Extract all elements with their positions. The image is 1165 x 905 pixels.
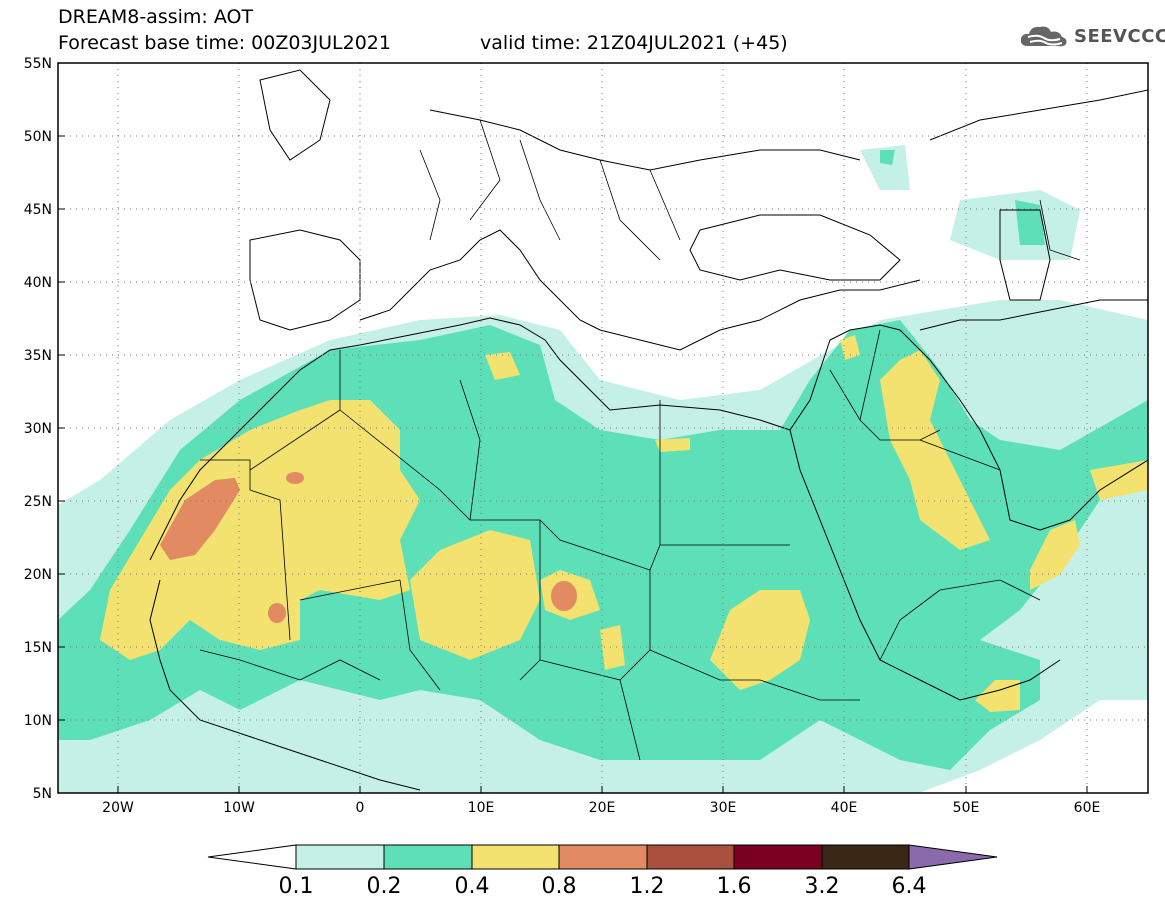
colorbar-low-arrow [207,844,297,870]
colorbar-swatch [295,844,385,870]
lon-label: 10E [468,800,495,816]
lon-label: 30E [710,800,737,816]
colorbar-swatch [383,844,473,870]
lat-label: 30N [24,421,52,437]
colorbar-label: 0.1 [279,874,314,899]
colorbar-label: 6.4 [892,874,927,899]
lon-label: 60E [1074,800,1101,816]
colorbar-label: 0.8 [542,874,577,899]
lon-label: 0 [356,800,365,816]
lat-label: 15N [24,640,52,656]
colorbar-swatch [733,844,823,870]
aot-level-0.8 [160,472,577,623]
aot-fields [58,63,1148,793]
lat-label: 40N [24,275,52,291]
lon-label: 40E [831,800,858,816]
lat-label: 35N [24,348,52,364]
colorbar-swatch [821,844,910,870]
logo-text: SEEVCCC [1074,25,1165,47]
latitude-labels: 55N 50N 45N 40N 35N 30N 25N 20N 15N 10N … [24,56,52,802]
lat-label: 45N [24,202,52,218]
longitude-labels: 20W 10W 0 10E 20E 30E 40E 50E 60E [102,800,1100,816]
colorbar-label: 0.2 [367,874,402,899]
colorbar-swatch [471,844,560,870]
valid-time: valid time: 21Z04JUL2021 (+45) [480,32,788,54]
colorbar-label: 1.6 [717,874,752,899]
colorbar-label: 3.2 [805,874,840,899]
lat-label: 50N [24,129,52,145]
forecast-base-time: Forecast base time: 00Z03JUL2021 [58,32,391,54]
lon-label: 10W [223,800,255,816]
lat-label: 10N [24,713,52,729]
lat-label: 20N [24,567,52,583]
lon-label: 50E [953,800,980,816]
colorbar-labels: 0.1 0.2 0.4 0.8 1.2 1.6 3.2 6.4 [279,874,927,899]
colorbar-high-arrow [908,844,998,870]
cloud-logo-icon [1020,26,1067,47]
colorbar-swatch [646,844,735,870]
seevccc-logo: SEEVCCC [1018,22,1165,50]
lat-label: 55N [24,56,52,72]
lat-label: 5N [33,786,52,802]
country-borders [199,119,1081,761]
colorbar [207,844,998,870]
tick-marks [58,135,1088,793]
lat-label: 25N [24,494,52,510]
colorbar-label: 1.2 [630,874,665,899]
map-title: DREAM8-assim: AOT [58,6,254,28]
aot-level-0.4 [100,335,1148,712]
colorbar-label: 0.4 [455,874,490,899]
lon-label: 20W [102,800,134,816]
colorbar-swatch [558,844,648,870]
lon-label: 20E [589,800,616,816]
